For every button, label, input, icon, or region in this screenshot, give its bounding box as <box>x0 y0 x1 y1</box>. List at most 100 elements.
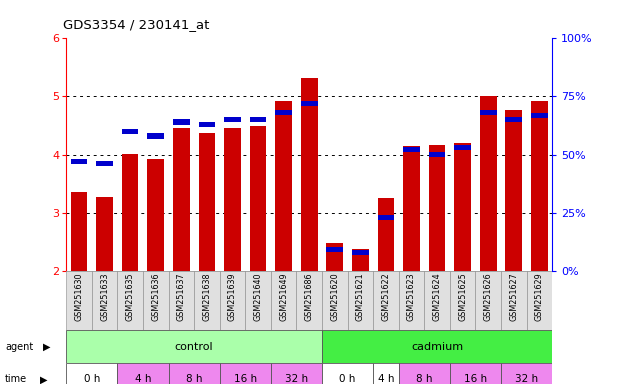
Bar <box>531 101 548 271</box>
Text: GSM251639: GSM251639 <box>228 273 237 321</box>
Bar <box>275 101 292 271</box>
Bar <box>377 198 394 271</box>
Bar <box>501 363 552 384</box>
Text: GSM251620: GSM251620 <box>330 273 339 321</box>
Bar <box>168 271 194 330</box>
Text: 8 h: 8 h <box>416 374 432 384</box>
Text: 32 h: 32 h <box>285 374 308 384</box>
Bar <box>168 363 220 384</box>
Bar <box>377 215 394 220</box>
Bar <box>117 271 143 330</box>
Bar <box>271 363 322 384</box>
Bar <box>143 271 168 330</box>
Bar <box>399 271 424 330</box>
Bar <box>531 113 548 118</box>
Text: 4 h: 4 h <box>378 374 394 384</box>
Text: GSM251635: GSM251635 <box>126 273 134 321</box>
Bar <box>322 363 373 384</box>
Bar <box>326 243 343 271</box>
Text: GSM251638: GSM251638 <box>203 273 211 321</box>
Bar <box>275 110 292 115</box>
Bar <box>224 117 241 122</box>
Bar <box>199 133 215 271</box>
Bar <box>352 249 369 271</box>
Text: GSM251625: GSM251625 <box>458 273 467 321</box>
Bar <box>92 271 117 330</box>
Text: GSM251627: GSM251627 <box>509 273 518 321</box>
Bar <box>97 197 113 271</box>
Bar <box>66 363 117 384</box>
Text: 32 h: 32 h <box>515 374 538 384</box>
Bar <box>322 271 348 330</box>
Text: time: time <box>5 374 27 384</box>
Bar <box>480 110 497 115</box>
Bar <box>250 117 266 122</box>
Text: GSM251623: GSM251623 <box>407 273 416 321</box>
Bar <box>373 271 399 330</box>
Bar <box>220 363 271 384</box>
Text: GSM251624: GSM251624 <box>433 273 442 321</box>
Text: GSM251636: GSM251636 <box>151 273 160 321</box>
Bar <box>505 117 522 122</box>
Bar <box>505 111 522 271</box>
Bar <box>475 271 501 330</box>
Bar <box>97 161 113 166</box>
Bar <box>450 363 501 384</box>
Bar <box>526 271 552 330</box>
Bar <box>399 363 450 384</box>
Text: GSM251629: GSM251629 <box>535 273 544 321</box>
Bar <box>194 271 220 330</box>
Bar <box>428 145 445 271</box>
Bar <box>199 122 215 127</box>
Bar <box>352 250 369 255</box>
Bar <box>501 271 526 330</box>
Bar <box>66 330 322 363</box>
Bar <box>220 271 245 330</box>
Text: ▶: ▶ <box>40 374 47 384</box>
Bar <box>322 330 552 363</box>
Bar <box>122 154 138 271</box>
Text: GSM251630: GSM251630 <box>74 273 83 321</box>
Bar <box>297 271 322 330</box>
Text: GSM251640: GSM251640 <box>254 273 262 321</box>
Bar <box>66 271 92 330</box>
Text: GSM251637: GSM251637 <box>177 273 186 321</box>
Bar <box>450 271 475 330</box>
Text: GSM251649: GSM251649 <box>279 273 288 321</box>
Bar <box>271 271 297 330</box>
Bar <box>148 133 164 139</box>
Bar <box>454 143 471 271</box>
Bar <box>403 147 420 152</box>
Bar <box>117 363 168 384</box>
Text: cadmium: cadmium <box>411 341 463 352</box>
Bar <box>173 119 190 124</box>
Bar <box>428 152 445 157</box>
Text: 8 h: 8 h <box>186 374 203 384</box>
Bar <box>373 363 399 384</box>
Text: 0 h: 0 h <box>84 374 100 384</box>
Text: 4 h: 4 h <box>135 374 151 384</box>
Text: control: control <box>175 341 213 352</box>
Bar <box>148 159 164 271</box>
Bar <box>250 126 266 271</box>
Bar <box>480 96 497 271</box>
Text: GSM251686: GSM251686 <box>305 273 314 321</box>
Bar <box>454 145 471 150</box>
Bar <box>326 247 343 252</box>
Bar <box>245 271 271 330</box>
Bar <box>224 128 241 271</box>
Text: 0 h: 0 h <box>339 374 356 384</box>
Bar <box>301 101 317 106</box>
Bar <box>424 271 450 330</box>
Text: ▶: ▶ <box>43 342 50 352</box>
Bar <box>348 271 373 330</box>
Bar <box>122 129 138 134</box>
Text: GSM251633: GSM251633 <box>100 273 109 321</box>
Text: GSM251626: GSM251626 <box>484 273 493 321</box>
Bar <box>403 146 420 271</box>
Bar <box>71 192 87 271</box>
Text: 16 h: 16 h <box>233 374 257 384</box>
Text: GDS3354 / 230141_at: GDS3354 / 230141_at <box>63 18 209 31</box>
Bar <box>301 78 317 271</box>
Text: agent: agent <box>5 342 33 352</box>
